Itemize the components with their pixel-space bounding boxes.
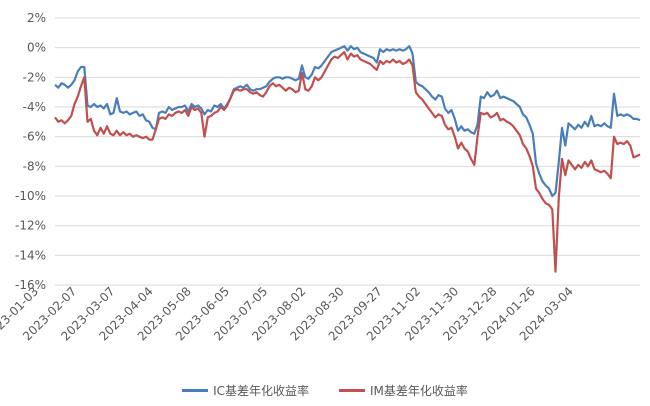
y-tick-label: -4% (23, 100, 46, 114)
legend-item-im: IM基差年化收益率 (339, 382, 468, 399)
y-tick-label: -16% (15, 278, 46, 292)
legend-item-ic: IC基差年化收益率 (182, 382, 309, 399)
series-line-ic (54, 45, 641, 198)
y-tick-label: -14% (15, 248, 46, 262)
chart: 2% 0% -2% -4% -6% -8% -10% -12% -14% -16% 2023-01… (0, 11, 641, 343)
y-tick-label: -12% (15, 219, 46, 233)
legend-label-im: IM基差年化收益率 (370, 383, 468, 398)
series-lines (54, 45, 641, 273)
y-tick-label: 2% (27, 11, 46, 25)
y-tick-label: -8% (23, 159, 46, 173)
y-tick-label: -10% (15, 189, 46, 203)
legend-swatch-im (339, 388, 365, 392)
gridlines (55, 17, 640, 286)
y-axis-tick-labels: 2% 0% -2% -4% -6% -8% -10% -12% -14% -16% (15, 11, 46, 292)
legend: IC基差年化收益率 IM基差年化收益率 (0, 379, 650, 401)
x-axis-tick-labels: 2023-01-032023-02-072023-03-072023-04-04… (0, 284, 576, 343)
legend-label-ic: IC基差年化收益率 (213, 383, 309, 398)
legend-swatch-ic (182, 388, 209, 392)
y-tick-label: -2% (23, 70, 46, 84)
y-tick-label: 0% (27, 41, 46, 55)
series-line-im (54, 51, 641, 273)
y-tick-label: -6% (23, 130, 46, 144)
